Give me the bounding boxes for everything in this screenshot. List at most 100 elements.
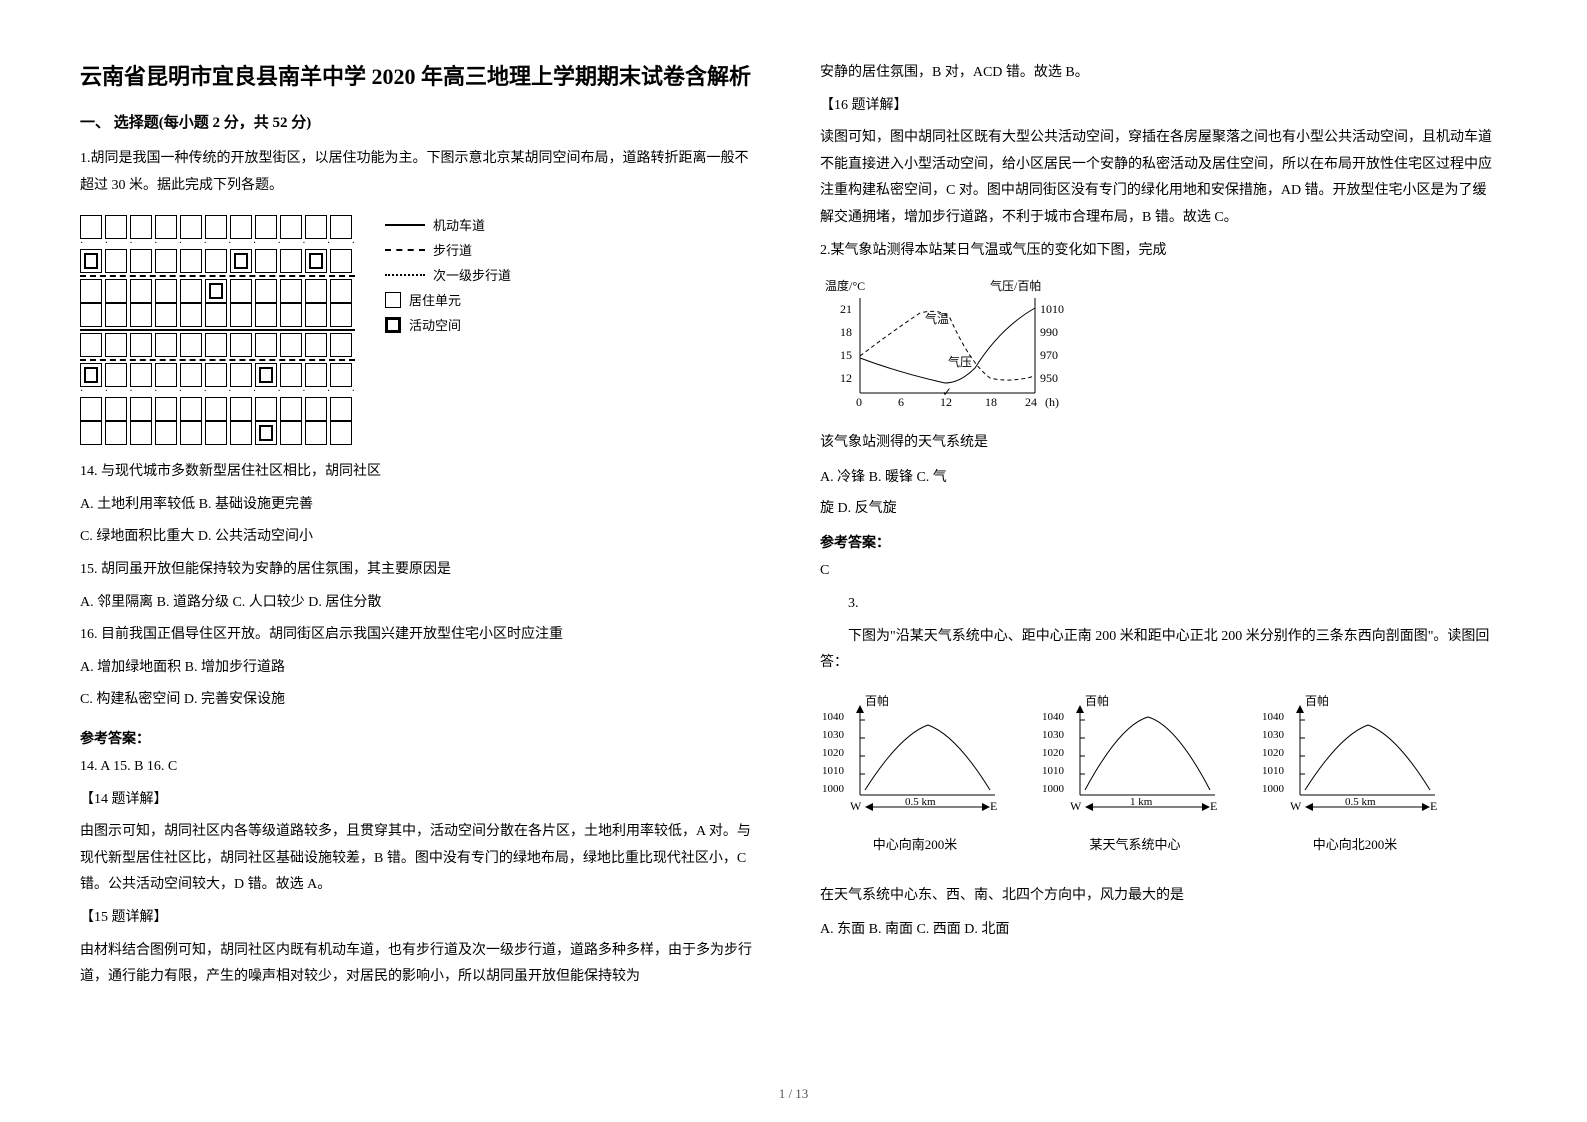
answer-line-1: 14. A 15. B 16. C (80, 754, 760, 781)
q14-opts-cd: C. 绿地面积比重大 D. 公共活动空间小 (80, 524, 760, 551)
arrow-up-icon (856, 705, 864, 713)
profile-north-caption: 中心向北200米 (1260, 834, 1450, 853)
q3-opts: A. 东面 B. 南面 C. 西面 D. 北面 (820, 915, 1500, 946)
legend-motor-label: 机动车道 (433, 215, 485, 234)
answer-header-1: 参考答案： (80, 728, 760, 748)
q1-intro: 1.胡同是我国一种传统的开放型街区，以居住功能为主。下图示意北京某胡同空间布局，… (80, 146, 760, 199)
hutong-row-2 (80, 249, 355, 273)
profile-center: 百帕 1040 1030 1020 1010 1000 W E 1 km (1040, 695, 1230, 853)
svg-text:1010: 1010 (822, 765, 845, 777)
q3-number: 3. (820, 591, 1500, 618)
svg-text:12: 12 (840, 371, 852, 385)
q3-stem: 在天气系统中心东、西、南、北四个方向中，风力最大的是 (820, 883, 1500, 910)
svg-text:1030: 1030 (822, 729, 845, 741)
answer-header-2: 参考答案： (820, 532, 1500, 552)
q2-stem: 该气象站测得的天气系统是 (820, 430, 1500, 457)
q16-opts-cd: C. 构建私密空间 D. 完善安保设施 (80, 687, 760, 714)
q16-opts-ab: A. 增加绿地面积 B. 增加步行道路 (80, 655, 760, 682)
hutong-row-1 (80, 215, 355, 239)
weather-chart: 温度/°C 气压/百帕 21 18 15 12 1010 990 970 950… (820, 278, 1080, 418)
svg-text:百帕: 百帕 (1085, 695, 1109, 708)
q2-opts-line1: A. 冷锋 B. 暖锋 C. 气 (820, 463, 1500, 494)
profile-center-caption: 某天气系统中心 (1040, 834, 1230, 853)
svg-text:✓: ✓ (942, 385, 952, 399)
exp15-text-p1: 由材料结合图例可知，胡同社区内既有机动车道，也有步行道及次一级步行道，道路多种多… (80, 938, 760, 991)
press-label: 气压 (948, 354, 972, 369)
svg-text:0.5 km: 0.5 km (905, 796, 936, 808)
svg-text:24: 24 (1025, 395, 1037, 409)
svg-text:W: W (1070, 799, 1082, 813)
svg-text:E: E (990, 799, 997, 813)
svg-text:1020: 1020 (1262, 747, 1285, 759)
legend-unit-label: 居住单元 (409, 290, 461, 309)
exp15-header: 【15 题详解】 (80, 905, 760, 932)
section-1-header: 一、 选择题(每小题 2 分，共 52 分) (80, 111, 760, 132)
exam-title: 云南省昆明市宜良县南羊中学 2020 年高三地理上学期期末试卷含解析 (80, 60, 760, 93)
legend-activity-label: 活动空间 (409, 315, 461, 334)
svg-text:1 km: 1 km (1130, 796, 1153, 808)
profile-north: 百帕 1040 1030 1020 1010 1000 W E 0.5 km (1260, 695, 1450, 853)
svg-text:1030: 1030 (1262, 729, 1285, 741)
q3-intro: 下图为"沿某天气系统中心、距中心正南 200 米和距中心正北 200 米分别作的… (820, 624, 1500, 677)
svg-text:百帕: 百帕 (865, 695, 889, 708)
legend-walk-label: 步行道 (433, 240, 472, 259)
svg-text:21: 21 (840, 302, 852, 316)
svg-text:E: E (1210, 799, 1217, 813)
svg-text:1000: 1000 (1262, 783, 1285, 795)
hutong-diagram: ············ (80, 215, 760, 445)
svg-text:990: 990 (1040, 325, 1058, 339)
q2-intro: 2.某气象站测得本站某日气温或气压的变化如下图，完成 (820, 238, 1500, 265)
svg-text:1000: 1000 (1042, 783, 1065, 795)
wx-yleft-title: 温度/°C (825, 278, 865, 293)
exp16-text: 读图可知，图中胡同社区既有大型公共活动空间，穿插在各房屋聚落之间也有小型公共活动… (820, 125, 1500, 231)
svg-text:1040: 1040 (1262, 711, 1285, 723)
legend-walk-icon (385, 249, 425, 251)
legend-subwalk-icon (385, 274, 425, 276)
dashed-path-2 (80, 359, 355, 361)
svg-text:1030: 1030 (1042, 729, 1065, 741)
hutong-legend: 机动车道 步行道 次一级步行道 居住单元 活动空间 (385, 215, 511, 334)
hutong-row-7 (80, 397, 355, 421)
q16-stem: 16. 目前我国正倡导住区开放。胡同街区启示我国兴建开放型住宅小区时应注重 (80, 622, 760, 649)
svg-text:18: 18 (840, 325, 852, 339)
svg-text:1010: 1010 (1262, 765, 1285, 777)
page-number: 1 / 13 (779, 1086, 809, 1102)
dotted-path-1: ············ (80, 240, 355, 248)
svg-text:0: 0 (856, 395, 862, 409)
svg-text:1000: 1000 (822, 783, 845, 795)
profile-south-caption: 中心向南200米 (820, 834, 1010, 853)
legend-unit-icon (385, 292, 401, 308)
q15-opts: A. 邻里隔离 B. 道路分级 C. 人口较少 D. 居住分散 (80, 590, 760, 617)
svg-text:6: 6 (898, 395, 904, 409)
svg-text:950: 950 (1040, 371, 1058, 385)
exp14-text: 由图示可知，胡同社区内各等级道路较多，且贯穿其中，活动空间分散在各片区，土地利用… (80, 819, 760, 899)
dashed-path-1 (80, 275, 355, 277)
exp14-header: 【14 题详解】 (80, 787, 760, 814)
hutong-row-4 (80, 303, 355, 327)
svg-text:百帕: 百帕 (1305, 695, 1329, 708)
svg-text:18: 18 (985, 395, 997, 409)
arrow-up-icon (1076, 705, 1084, 713)
triple-pressure-chart: 百帕 1040 1030 1020 1010 1000 W E 0.5 km (820, 695, 1500, 853)
svg-text:1010: 1010 (1042, 765, 1065, 777)
q14-stem: 14. 与现代城市多数新型居住社区相比，胡同社区 (80, 459, 760, 486)
svg-text:1010: 1010 (1040, 302, 1064, 316)
svg-text:970: 970 (1040, 348, 1058, 362)
svg-text:15: 15 (840, 348, 852, 362)
svg-text:(h): (h) (1045, 395, 1059, 409)
hutong-row-5 (80, 333, 355, 357)
q15-stem: 15. 胡同虽开放但能保持较为安静的居住氛围，其主要原因是 (80, 557, 760, 584)
q2-opts-line2: 旋 D. 反气旋 (820, 494, 1500, 525)
svg-text:0.5 km: 0.5 km (1345, 796, 1376, 808)
wx-yright-title: 气压/百帕 (990, 278, 1041, 293)
svg-text:1040: 1040 (822, 711, 845, 723)
motor-road (80, 329, 355, 331)
svg-text:1040: 1040 (1042, 711, 1065, 723)
arrow-up-icon (1296, 705, 1304, 713)
svg-text:W: W (1290, 799, 1302, 813)
svg-text:1020: 1020 (1042, 747, 1065, 759)
legend-motor-icon (385, 224, 425, 226)
legend-subwalk-label: 次一级步行道 (433, 265, 511, 284)
svg-text:W: W (850, 799, 862, 813)
svg-text:1020: 1020 (822, 747, 845, 759)
